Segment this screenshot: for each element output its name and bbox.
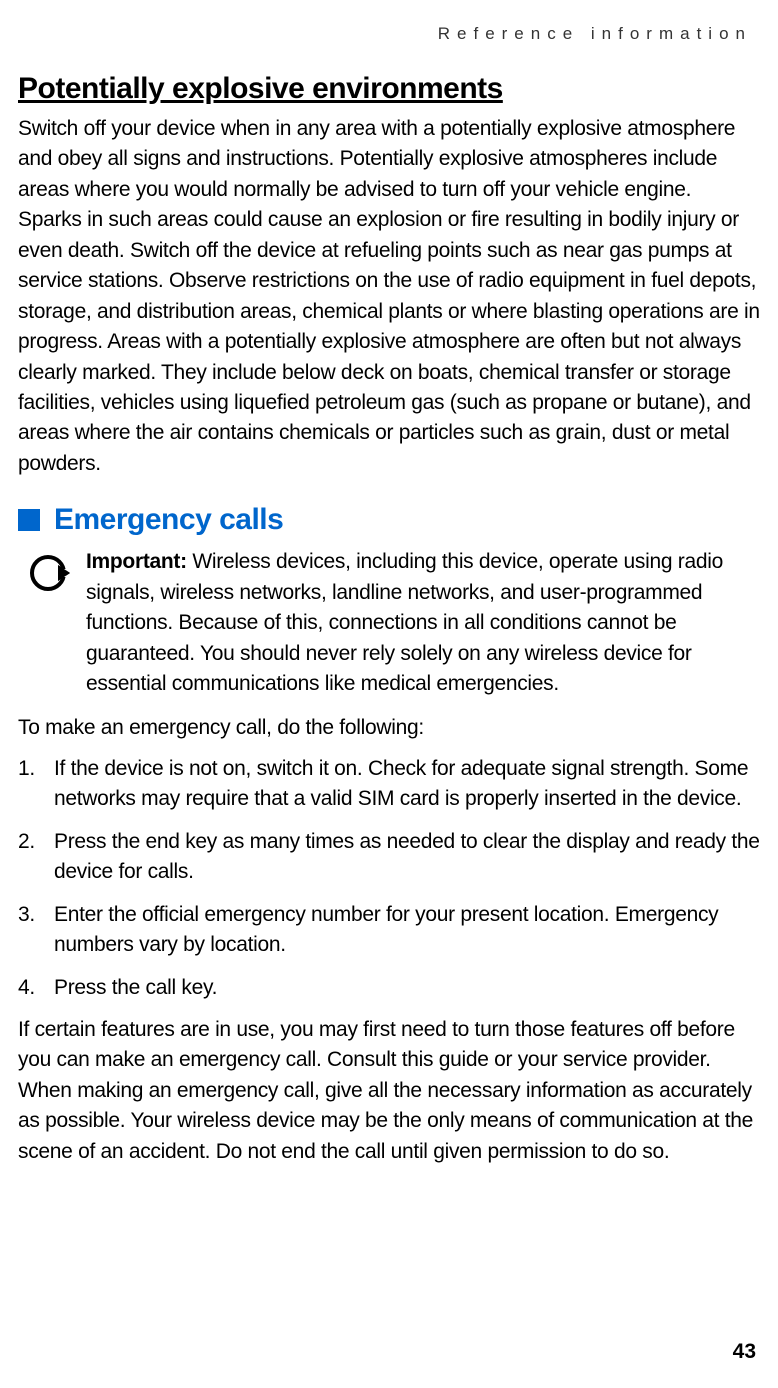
section-body-explosive: Switch off your device when in any area … — [18, 114, 760, 479]
steps-list: If the device is not on, switch it on. C… — [18, 754, 760, 1003]
list-item: Press the end key as many times as neede… — [18, 827, 760, 888]
list-item: Enter the official emergency number for … — [18, 900, 760, 961]
page-header: Reference information — [18, 24, 760, 44]
list-item: If the device is not on, switch it on. C… — [18, 754, 760, 815]
list-item: Press the call key. — [18, 973, 760, 1003]
steps-intro: To make an emergency call, do the follow… — [18, 713, 760, 743]
important-arrow-icon — [18, 547, 86, 699]
emergency-heading-row: Emergency calls — [18, 503, 760, 537]
closing-text: If certain features are in use, you may … — [18, 1015, 760, 1167]
section-title-emergency: Emergency calls — [54, 503, 283, 537]
important-block: Important: Wireless devices, including t… — [18, 547, 760, 699]
page-number: 43 — [733, 1340, 756, 1364]
square-bullet-icon — [18, 509, 40, 531]
important-label: Important: — [86, 550, 187, 573]
section-title-explosive: Potentially explosive environments — [18, 72, 760, 106]
important-text: Important: Wireless devices, including t… — [86, 547, 760, 699]
